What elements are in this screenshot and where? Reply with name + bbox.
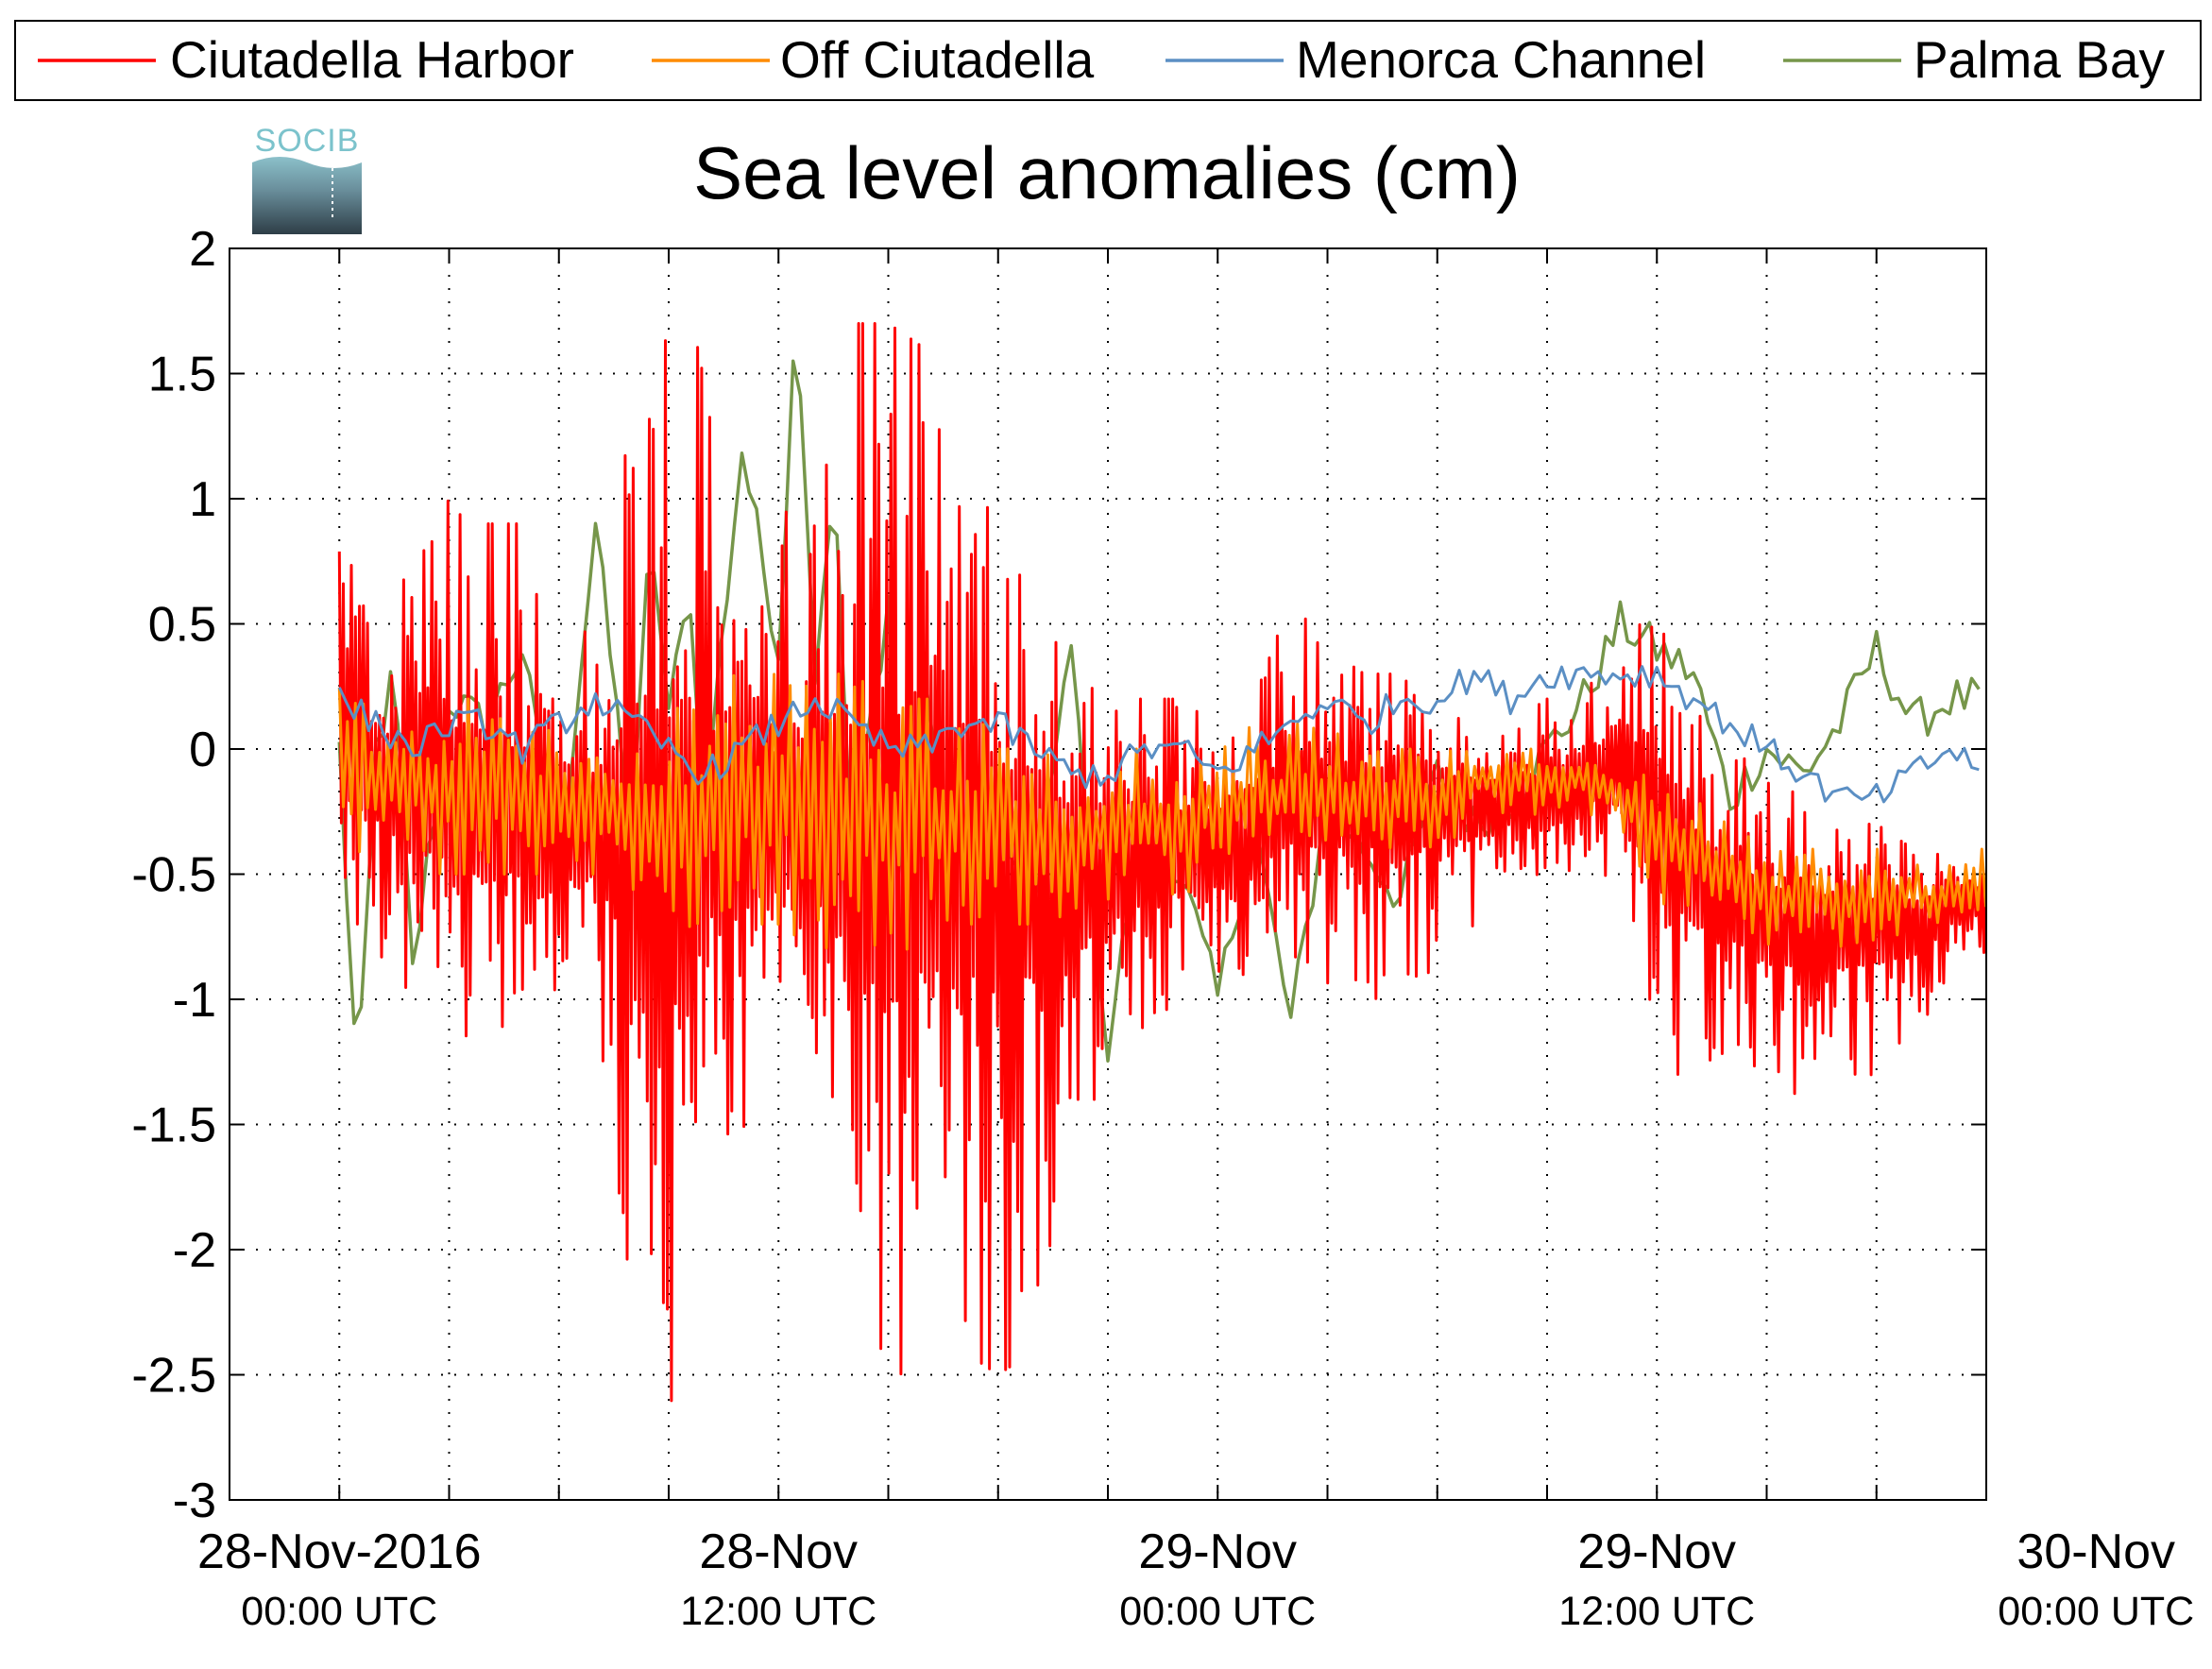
x-tick-time-label: 12:00 UTC	[1558, 1589, 1755, 1634]
logo-wave	[252, 153, 362, 168]
y-tick-label: -1.5	[131, 1098, 216, 1153]
legend-item-off-ciutadella: Off Ciutadella	[652, 30, 1095, 89]
y-tick-label: -1	[173, 973, 216, 1028]
legend-label: Palma Bay	[1914, 30, 2165, 89]
chart-title: Sea level anomalies (cm)	[693, 131, 1521, 214]
y-tick-label: 0.5	[148, 598, 216, 653]
socib-logo: SOCIB	[252, 123, 362, 234]
y-axis: 2 1.5 1 0.5 0 -0.5 -1 -1.5 -2 -2.5 -3	[131, 222, 1986, 1528]
legend-item-ciutadella-harbor: Ciutadella Harbor	[38, 30, 574, 89]
y-tick-label: 2	[189, 222, 216, 277]
x-tick-date-label: 28-Nov	[699, 1524, 858, 1579]
x-tick-date-label: 30-Nov	[2016, 1524, 2175, 1579]
legend-label: Off Ciutadella	[780, 30, 1095, 89]
x-tick-date-label: 28-Nov-2016	[197, 1524, 482, 1579]
legend-label: Ciutadella Harbor	[170, 30, 574, 89]
x-tick-time-label: 00:00 UTC	[241, 1589, 437, 1634]
series-line-off-ciutadella	[337, 673, 1986, 951]
x-tick-date-label: 29-Nov	[1577, 1524, 1736, 1579]
plot-frame	[229, 247, 1987, 1501]
x-tick-time-label: 00:00 UTC	[1998, 1589, 2194, 1634]
x-axis: 28-Nov-2016 00:00 UTC 28-Nov 12:00 UTC 29-No…	[197, 248, 2194, 1634]
y-tick-label: 1.5	[148, 348, 216, 402]
legend-item-menorca-channel: Menorca Channel	[1166, 30, 1706, 89]
x-tick-time-label: 00:00 UTC	[1119, 1589, 1316, 1634]
legend: Ciutadella Harbor Off Ciutadella Menorca…	[14, 20, 2202, 101]
x-tick-time-label: 12:00 UTC	[680, 1589, 876, 1634]
logo-text: SOCIB	[255, 123, 360, 159]
series-layer	[337, 322, 1986, 1403]
legend-label: Menorca Channel	[1296, 30, 1706, 89]
y-tick-label: 0	[189, 723, 216, 777]
y-tick-label: -2.5	[131, 1349, 216, 1404]
x-tick-date-label: 29-Nov	[1138, 1524, 1297, 1579]
y-tick-label: -0.5	[131, 848, 216, 903]
y-tick-label: 1	[189, 472, 216, 527]
legend-item-palma-bay: Palma Bay	[1783, 30, 2165, 89]
y-tick-label: -3	[173, 1473, 216, 1528]
series-line-menorca-channel	[337, 665, 1980, 804]
y-tick-label: -2	[173, 1223, 216, 1278]
